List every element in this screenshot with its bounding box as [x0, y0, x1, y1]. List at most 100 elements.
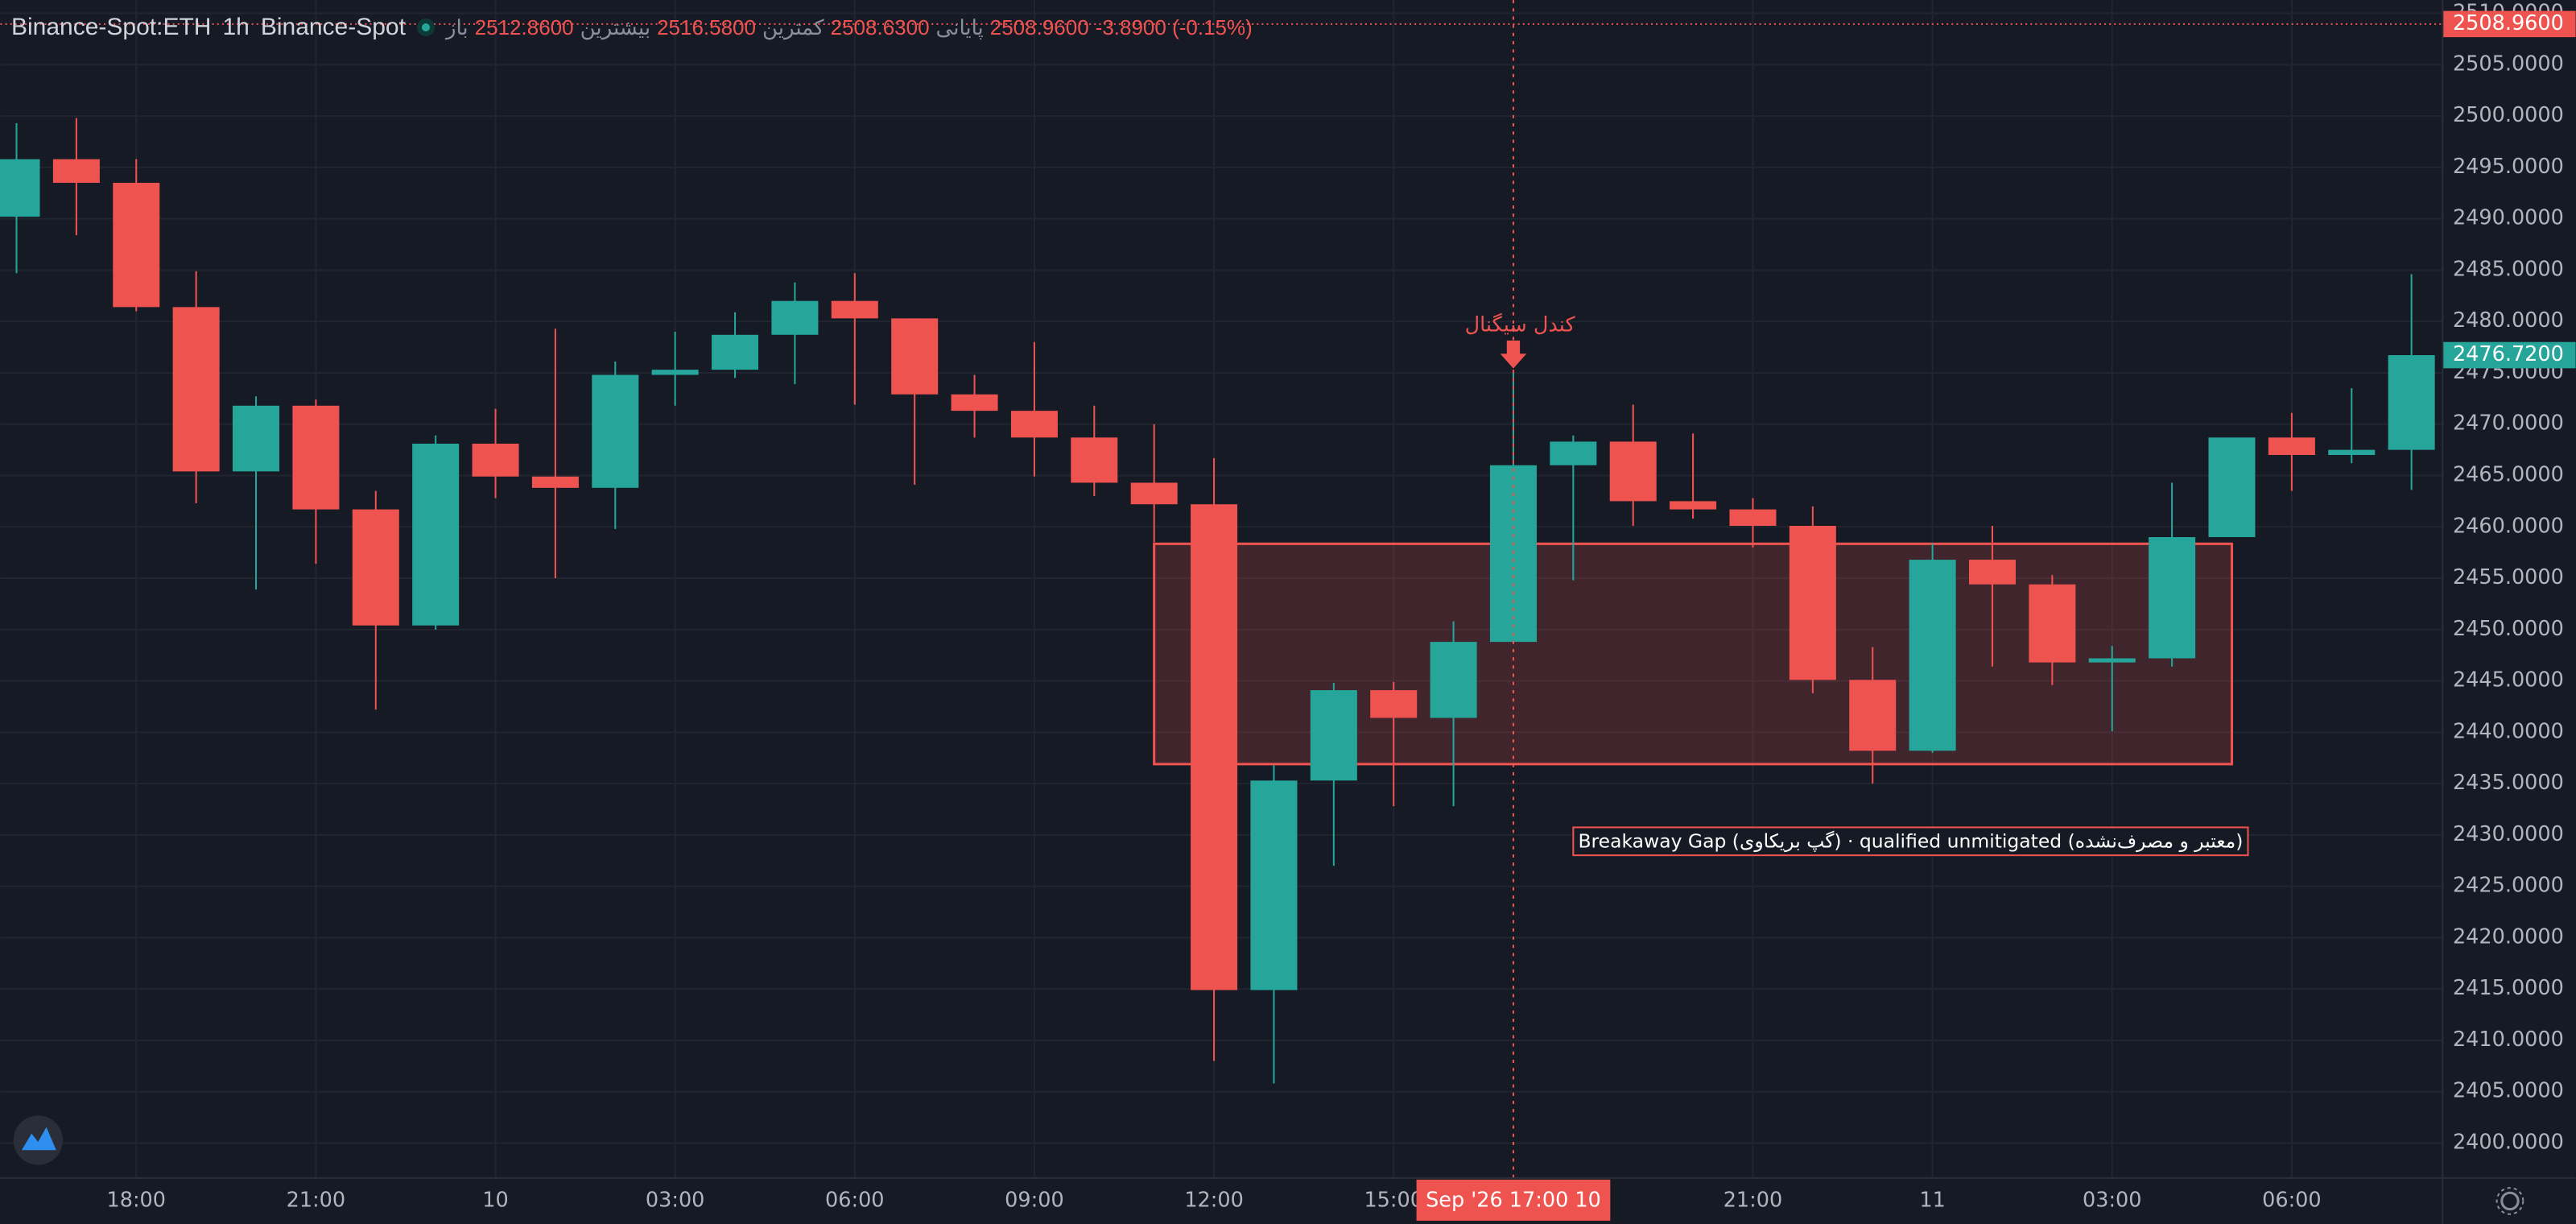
candle-body — [1789, 525, 1836, 680]
x-tick-label: 06:00 — [2262, 1188, 2322, 1212]
exchange: Binance-Spot — [260, 14, 406, 40]
x-tick-label: 21:00 — [1724, 1188, 1783, 1212]
candle-body — [592, 374, 639, 488]
interval[interactable]: 1h — [222, 14, 250, 40]
status-dot — [416, 19, 435, 36]
legend-change: -3.8900 (-0.15%) — [1095, 14, 1253, 39]
y-tick-label: 2440.0000 — [2453, 719, 2564, 743]
zone-label: Breakaway Gap (گپ بریکاوی) · qualified u… — [1572, 826, 2249, 857]
x-tick-label: 18:00 — [107, 1188, 167, 1212]
y-tick-label: 2495.0000 — [2453, 155, 2564, 179]
zone-label-text: Breakaway Gap (گپ بریکاوی) · qualified u… — [1578, 829, 2243, 852]
crosshair-badge — [1416, 1179, 1611, 1221]
candle-body — [1968, 560, 2016, 585]
y-tick-label: 2405.0000 — [2453, 1079, 2564, 1103]
candle-body — [712, 334, 759, 370]
x-tick-label: 06:00 — [825, 1188, 885, 1212]
candle-body — [771, 300, 819, 335]
x-tick-label: 10 — [482, 1188, 508, 1212]
x-tick-label: 21:00 — [287, 1188, 346, 1212]
crosshair-label: Sep '26 17:00 10 — [1426, 1188, 1601, 1212]
y-tick-label: 2435.0000 — [2453, 771, 2564, 795]
candle-body — [1370, 690, 1418, 718]
zone-label-box — [1572, 826, 2249, 857]
header: Binance-Spot:ETH 1h Binance-Spot باز 2512… — [11, 10, 1253, 45]
candle-body — [1250, 780, 1298, 990]
candle-body — [891, 318, 939, 395]
y-tick-label: 2500.0000 — [2453, 103, 2564, 127]
price-badge-label: 2508.9600 — [2453, 11, 2564, 35]
candle-body — [1130, 482, 1178, 505]
y-tick-label: 2425.0000 — [2453, 874, 2564, 898]
candle-body — [2088, 658, 2136, 663]
legend-label: کمترین — [762, 14, 824, 39]
legend-label: باز — [445, 14, 469, 39]
candle-body — [2149, 537, 2196, 659]
legend-value: 2508.9600 — [989, 14, 1089, 39]
candle-body — [172, 307, 220, 472]
x-tick-label: 11 — [1919, 1188, 1945, 1212]
price-badge — [2442, 10, 2576, 38]
candle-body — [52, 159, 100, 184]
y-tick-label: 2455.0000 — [2453, 565, 2564, 589]
candle-body — [1909, 560, 1956, 751]
candle-body — [831, 300, 878, 319]
candle-body — [2388, 355, 2435, 450]
candle-body — [2208, 437, 2256, 538]
candle-body — [472, 443, 519, 477]
last-price-badge — [2442, 341, 2576, 369]
x-tick-label: 03:00 — [2083, 1188, 2141, 1212]
candle-body — [2029, 584, 2076, 663]
legend-label: بیشترین — [580, 14, 651, 39]
y-tick-label: 2415.0000 — [2453, 976, 2564, 1000]
y-tick-label: 2505.0000 — [2453, 52, 2564, 76]
x-tick-label: 12:00 — [1184, 1188, 1244, 1212]
y-tick-label: 2445.0000 — [2453, 668, 2564, 693]
y-tick-label: 2400.0000 — [2453, 1131, 2564, 1155]
y-tick-label: 2460.0000 — [2453, 514, 2564, 538]
y-tick-label: 2420.0000 — [2453, 924, 2564, 949]
candle-body — [951, 394, 998, 411]
candle-body — [292, 405, 340, 510]
candle-body — [1849, 680, 1897, 751]
candle-body — [1071, 437, 1118, 483]
candle-body — [1550, 441, 1597, 465]
y-tick-label: 2430.0000 — [2453, 822, 2564, 846]
candle-body — [233, 405, 280, 472]
candle-body — [412, 443, 460, 626]
legend-value: 2508.6300 — [830, 14, 930, 39]
logo — [13, 1115, 63, 1165]
ohlc-legend: باز 2512.8600 بیشترین 2516.5800 کمترین 2508.6… — [446, 15, 1253, 40]
symbol[interactable]: Binance-Spot:ETH — [11, 14, 212, 40]
x-tick-label: 03:00 — [646, 1188, 705, 1212]
candle-body — [2328, 449, 2376, 455]
candle-body — [113, 183, 160, 308]
candle-body — [1609, 441, 1657, 502]
candle-body — [1010, 411, 1058, 438]
candle-body — [0, 159, 40, 217]
legend-value: 2516.5800 — [657, 14, 756, 39]
x-tick-label: 09:00 — [1005, 1188, 1063, 1212]
legend-value: 2512.8600 — [474, 14, 574, 39]
candle-body — [1729, 509, 1777, 526]
candle-body — [531, 476, 579, 488]
y-tick-label: 2470.0000 — [2453, 411, 2564, 436]
candle-body — [1191, 504, 1238, 990]
last-price-label: 2476.7200 — [2453, 342, 2564, 366]
candle-body — [1310, 690, 1357, 781]
y-tick-label: 2490.0000 — [2453, 206, 2564, 230]
candle-body — [352, 509, 399, 626]
y-tick-label: 2485.0000 — [2453, 257, 2564, 281]
settings-icon[interactable] — [2496, 1187, 2524, 1215]
x-tick-label: 15:00 — [1364, 1188, 1423, 1212]
candle-body — [651, 370, 699, 375]
candle-body — [1670, 501, 1717, 510]
candle-body — [1430, 642, 1477, 718]
y-tick-label: 2480.0000 — [2453, 308, 2564, 333]
candle-body — [2268, 437, 2315, 455]
y-tick-label: 2410.0000 — [2453, 1028, 2564, 1052]
signal-label: کندل سیگنال — [1465, 313, 1576, 337]
legend-label: پایانی — [935, 14, 984, 39]
